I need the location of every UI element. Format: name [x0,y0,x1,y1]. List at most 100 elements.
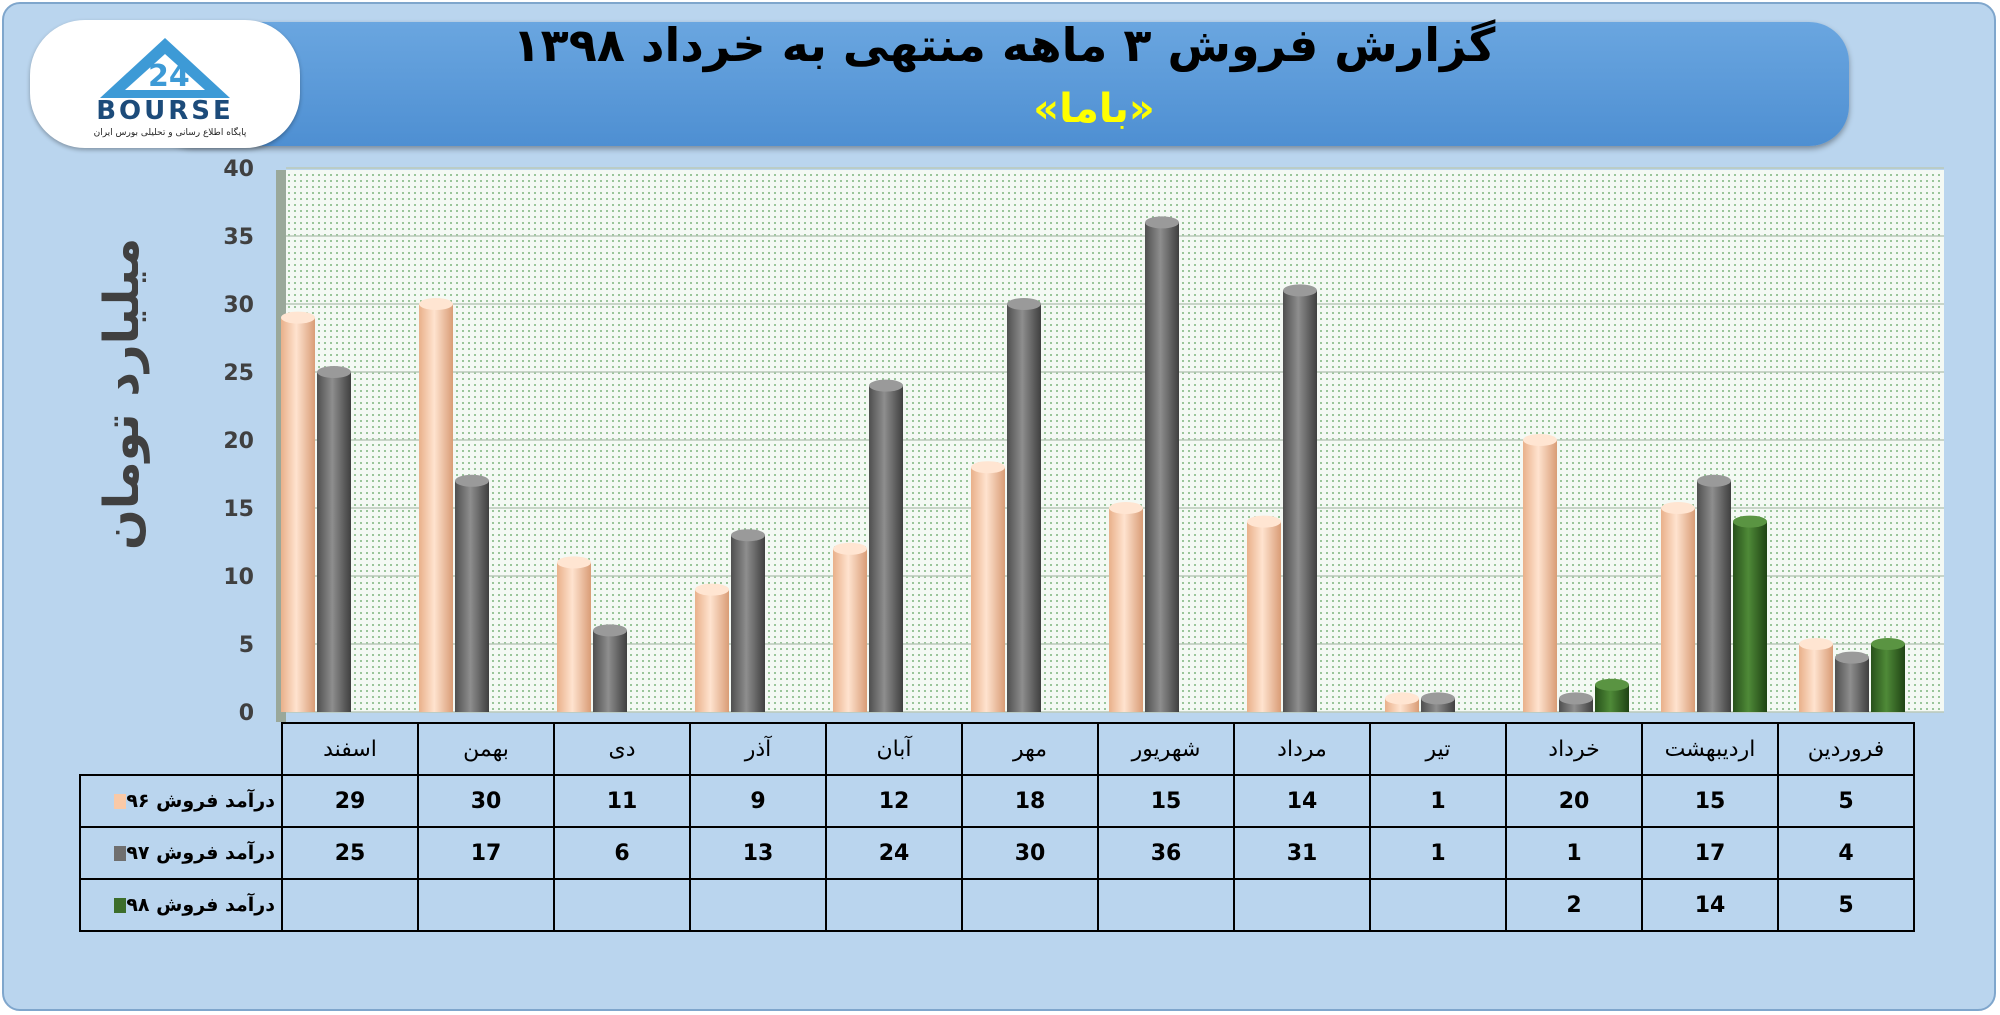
bar-series-0-9 [557,556,591,712]
table-cell [1097,878,1235,932]
bar [1733,521,1767,712]
x-tick-label: آذر [689,722,827,776]
table-cell: 24 [825,826,963,880]
bar-cap [833,542,867,555]
bar-cap [593,624,627,637]
bar-series-2-2 [1595,678,1629,712]
table-cell: 20 [1505,774,1643,828]
legend-label: درآمد فروش ۹۶ [126,790,275,812]
table-cell: 1 [1505,826,1643,880]
x-tick-label: مرداد [1233,722,1371,776]
table-cell: 15 [1641,774,1779,828]
bar-cap [1733,515,1767,528]
legend-swatch-icon [114,794,127,809]
table-cell: 13 [689,826,827,880]
table-cell: 29 [281,774,419,828]
table-cell [825,878,963,932]
table-cell: 1 [1369,826,1507,880]
bar-series-1-10 [455,474,489,712]
legend-label: درآمد فروش ۹۷ [126,842,275,864]
bourse-logo: 24 BOURSE پایگاه اطلاع رسانی و تحلیلی بو… [30,20,300,148]
y-tick-label: 40 [223,157,254,182]
bar-series-2-1 [1733,515,1767,712]
y-tick-label: 5 [239,633,254,658]
chart-subtitle: «باما» [1033,86,1155,132]
bar-cap [731,529,765,542]
table-cell: 5 [1777,774,1915,828]
bar-cap [1109,502,1143,514]
svg-text:24: 24 [148,59,190,94]
bar [971,467,1005,712]
bar-series-1-2 [1559,692,1593,712]
x-tick-label: اردیبهشت [1641,722,1779,776]
table-row: درآمد فروش ۹۸ 2 14 5 [79,878,1915,932]
bar-cap [557,556,591,569]
table-cell: 30 [961,826,1099,880]
bar [281,317,315,712]
bar-cap [695,583,729,596]
y-tick-label: 20 [223,429,254,454]
table-cell: 18 [961,774,1099,828]
legend-entry: درآمد فروش ۹۶ [79,774,283,828]
bar-series-0-7 [833,542,867,712]
table-cell [1369,878,1507,932]
table-cell [689,878,827,932]
bar-cap [1145,216,1179,229]
table-cell: 14 [1233,774,1371,828]
y-tick-label: 0 [239,701,254,726]
bar-cap [1697,474,1731,487]
y-tick-label: 30 [223,293,254,318]
y-tick-label: 35 [223,225,254,250]
x-tick-label: بهمن [417,722,555,776]
logo-caption: پایگاه اطلاع رسانی و تحلیلی بورس ایران [93,128,247,138]
bar [593,630,627,712]
bar-cap [1385,692,1419,705]
y-tick-label: 15 [223,497,254,522]
y-tick-label: 10 [223,565,254,590]
bar-cap [1835,651,1869,664]
table-cell [281,878,419,932]
bar-series-0-5 [1109,502,1143,712]
bar-series-1-11 [317,366,351,712]
bar [1661,508,1695,712]
bar-cap [1007,298,1041,310]
bar-cap [419,298,453,310]
bar-series-1-4 [1283,284,1317,712]
y-tick-label: 25 [223,361,254,386]
x-tick-label: تیر [1369,722,1507,776]
bar-series-1-9 [593,624,627,712]
table-cell: 25 [281,826,419,880]
bar-cap [1283,284,1317,297]
bar-cap [1247,515,1281,528]
bar-series-0-2 [1523,434,1557,712]
bar-cap [869,379,903,392]
bar [1145,222,1179,712]
table-row: درآمد فروش ۹۶ 29 30 11 9 12 18 15 14 1 20 15 5 [79,774,1915,828]
table-cell [1233,878,1371,932]
legend-entry: درآمد فروش ۹۷ [79,826,283,880]
bar-cap [455,474,489,487]
bar-cap [1559,692,1593,705]
bar-cap [1799,638,1833,650]
bar [869,385,903,712]
bar [419,304,453,712]
bar-series-1-5 [1145,216,1179,712]
bar [1109,508,1143,712]
bar-series-0-10 [419,298,453,712]
bar-cap [1871,638,1905,650]
table-cell: 17 [417,826,555,880]
bar [731,535,765,712]
bar [455,480,489,712]
table-cell: 31 [1233,826,1371,880]
table-cell [553,878,691,932]
bar-cap [1661,502,1695,514]
bar [317,372,351,712]
x-tick-label: آبان [825,722,963,776]
x-tick-label: مهر [961,722,1099,776]
x-tick-label: شهریور [1097,722,1235,776]
bar [1007,304,1041,712]
table-cell: 5 [1777,878,1915,932]
legend-entry: درآمد فروش ۹۸ [79,878,283,932]
chart-title: گزارش فروش ۳ ماهه منتهی به خرداد ۱۳۹۸ [512,18,1496,72]
